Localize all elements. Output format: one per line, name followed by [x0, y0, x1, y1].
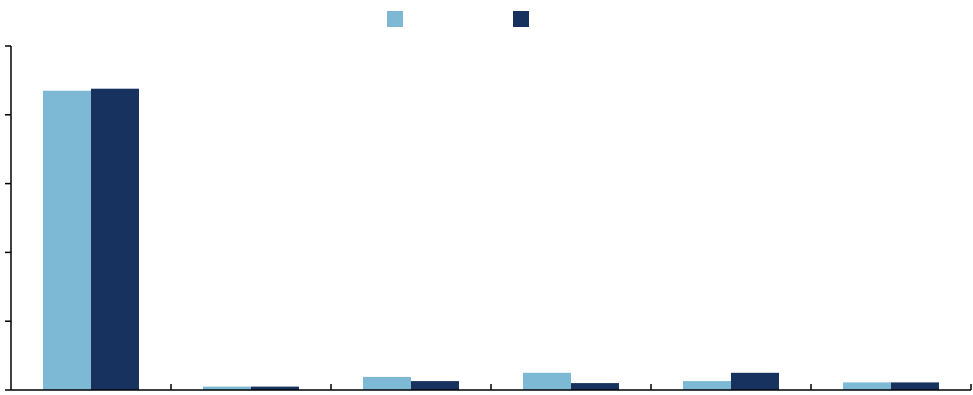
bar-series-2-category-1: [91, 88, 139, 390]
bar-series-2-category-3: [411, 381, 459, 390]
bar-series-1-category-1: [43, 90, 91, 390]
legend-swatch-series-2: [513, 11, 529, 27]
bar-series-1-category-2: [203, 386, 251, 390]
bar-series-1-category-5: [683, 381, 731, 390]
bar-series-2-category-5: [731, 372, 779, 390]
bar-series-1-category-4: [523, 372, 571, 390]
bar-series-2-category-4: [571, 383, 619, 390]
bar-series-2-category-6: [891, 382, 939, 390]
bar-series-2-category-2: [251, 386, 299, 390]
legend-swatch-series-1: [387, 11, 403, 27]
bar-series-1-category-6: [843, 382, 891, 390]
bar-series-1-category-3: [363, 376, 411, 390]
